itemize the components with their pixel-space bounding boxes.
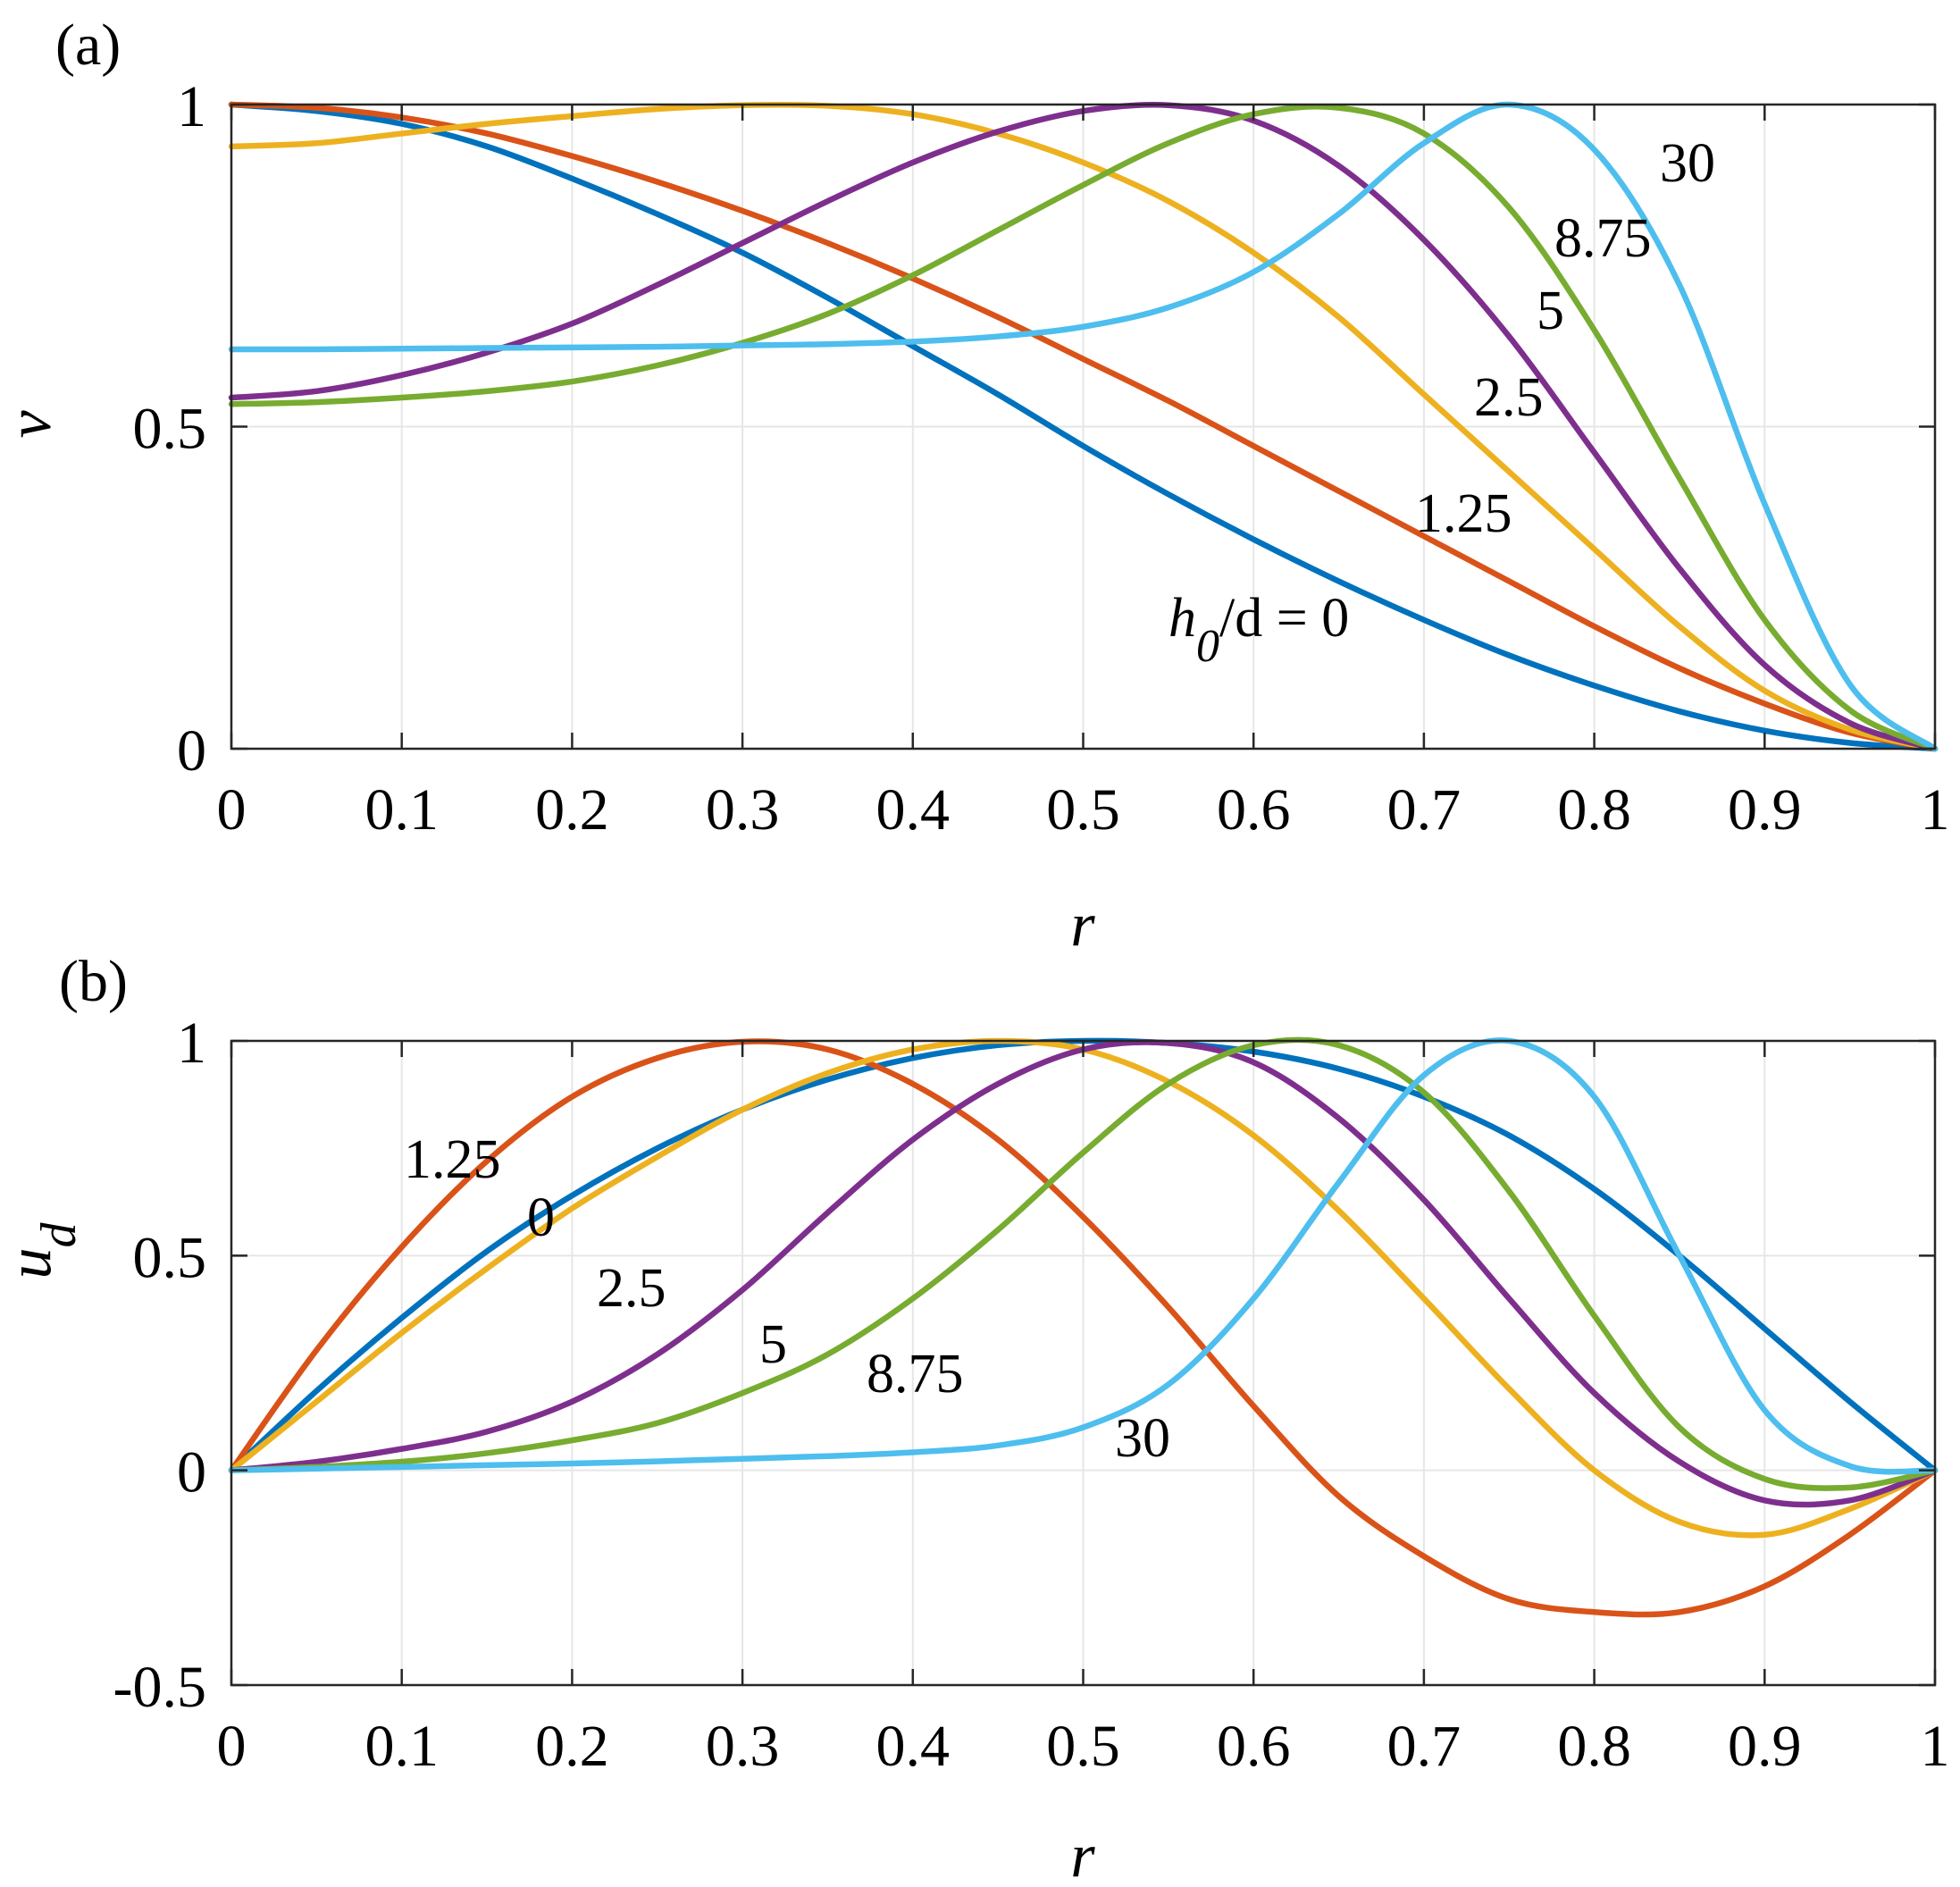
panel-b-x-tick-label: 0.9 bbox=[1728, 1714, 1802, 1779]
panel-a-y-tick-label: 0.5 bbox=[133, 397, 207, 462]
panel-b-curve-labels: 1.25 0 2.5 5 8.75 30 bbox=[404, 1129, 1170, 1469]
curve-label-a-1.25: 1.25 bbox=[1415, 483, 1512, 544]
panel-a-series-h0d-30 bbox=[228, 101, 1939, 752]
panel-a-x-tick-label: 0.9 bbox=[1728, 777, 1802, 843]
panel-b-x-tick-label: 0.3 bbox=[706, 1714, 780, 1779]
curve-label-a-8.75: 8.75 bbox=[1554, 208, 1652, 269]
curve-label-a-2.5: 2.5 bbox=[1474, 367, 1544, 428]
panel-a-y-tick-label: 0 bbox=[177, 718, 206, 784]
curve-label-b-8.75: 8.75 bbox=[867, 1344, 964, 1405]
panel-b-x-tick-label: 0.5 bbox=[1046, 1714, 1120, 1779]
panel-a-curves bbox=[228, 101, 1939, 752]
panel-b-tick-marks bbox=[230, 1039, 1937, 1687]
panel-b-y-axis-label: ud bbox=[0, 1222, 87, 1279]
panel-a-x-tick-label: 0.5 bbox=[1046, 777, 1120, 843]
curve-label-b-1.25: 1.25 bbox=[404, 1129, 501, 1190]
panel-b-y-tick-labels: -0.5 0 0.5 1 bbox=[113, 1011, 206, 1720]
panel-a-x-tick-label: 0.4 bbox=[876, 777, 951, 843]
panel-a-series-h0d-5 bbox=[228, 101, 1939, 752]
panel-a: (a) 0 0.1 0.2 0.3 0.4 0.5 0.6 0.7 0.8 0.9 1 00.51 … bbox=[0, 13, 1950, 960]
panel-a-series-h0d-1.25 bbox=[228, 101, 1939, 752]
curve-label-b-0: 0 bbox=[527, 1187, 555, 1248]
panel-b-x-tick-label: 0.7 bbox=[1387, 1714, 1462, 1779]
panel-a-x-axis-label: r bbox=[1070, 891, 1095, 960]
panel-b-x-axis-label: r bbox=[1070, 1822, 1095, 1887]
curve-label-b-5: 5 bbox=[759, 1314, 787, 1375]
panel-b-y-tick-label: 0.5 bbox=[133, 1225, 207, 1290]
panel-b-x-tick-label: 1 bbox=[1921, 1714, 1950, 1779]
panel-b-series-h0d-30 bbox=[228, 1037, 1939, 1475]
panel-b-y-tick-label: 1 bbox=[177, 1011, 206, 1076]
panel-a-series-h0d-2.5 bbox=[228, 101, 1939, 752]
panel-b-x-tick-label: 0.6 bbox=[1217, 1714, 1291, 1779]
panel-b-label: (b) bbox=[59, 949, 128, 1014]
panel-b-y-tick-label: 0 bbox=[177, 1440, 206, 1505]
panel-a-label: (a) bbox=[55, 13, 121, 78]
panel-b-series-h0d-1.25 bbox=[228, 1038, 1939, 1618]
panel-a-x-tick-label: 0.2 bbox=[535, 777, 609, 843]
panel-a-x-tick-label: 0.6 bbox=[1217, 777, 1291, 843]
panel-a-grid bbox=[230, 104, 1936, 750]
panel-a-y-tick-label: 1 bbox=[177, 74, 206, 139]
annotation-h0-over-d: h0/d = 0 bbox=[1168, 588, 1349, 672]
panel-b-series-h0d-5 bbox=[228, 1039, 1939, 1508]
curve-label-b-30: 30 bbox=[1115, 1408, 1170, 1469]
panel-b: (b) 0 0.1 0.2 0.3 0.4 0.5 0.6 0.7 0.8 0.9 1 -0.500… bbox=[0, 949, 1950, 1887]
curve-label-b-2.5: 2.5 bbox=[597, 1258, 666, 1319]
panel-a-x-tick-label: 0.7 bbox=[1387, 777, 1462, 843]
panel-a-x-tick-label: 0.8 bbox=[1557, 777, 1631, 843]
panel-a-x-tick-label: 0.3 bbox=[706, 777, 780, 843]
panel-b-series-h0d-8.75 bbox=[228, 1036, 1939, 1491]
panel-a-x-tick-label: 1 bbox=[1921, 777, 1950, 843]
panel-a-series-h0d-0 bbox=[228, 101, 1939, 752]
panel-b-x-tick-label: 0.4 bbox=[876, 1714, 951, 1779]
panel-b-x-tick-label: 0 bbox=[217, 1714, 247, 1779]
panel-a-y-tick-labels: 00.51 bbox=[133, 74, 207, 784]
panel-a-x-tick-label: 0 bbox=[217, 777, 247, 843]
panel-a-y-axis-label: v bbox=[0, 410, 64, 439]
curve-label-a-5: 5 bbox=[1537, 281, 1564, 341]
panel-a-tick-marks bbox=[230, 103, 1937, 751]
panel-a-x-tick-labels: 0 0.1 0.2 0.3 0.4 0.5 0.6 0.7 0.8 0.9 1 bbox=[217, 777, 1950, 843]
curve-label-a-30: 30 bbox=[1660, 133, 1715, 194]
panel-b-x-tick-labels: 0 0.1 0.2 0.3 0.4 0.5 0.6 0.7 0.8 0.9 1 bbox=[217, 1714, 1950, 1779]
panel-b-x-tick-label: 0.8 bbox=[1557, 1714, 1631, 1779]
panel-b-x-tick-label: 0.2 bbox=[535, 1714, 609, 1779]
panel-b-y-tick-label: -0.5 bbox=[113, 1655, 206, 1720]
panel-a-curve-labels: 30 8.75 5 2.5 1.25 h0/d = 0 bbox=[1168, 133, 1715, 672]
panel-b-x-tick-label: 0.1 bbox=[364, 1714, 439, 1779]
panel-b-series-h0d-2.5 bbox=[228, 1037, 1939, 1539]
panel-a-series-h0d-8.75 bbox=[228, 104, 1939, 752]
panel-a-x-tick-label: 0.1 bbox=[364, 777, 439, 843]
